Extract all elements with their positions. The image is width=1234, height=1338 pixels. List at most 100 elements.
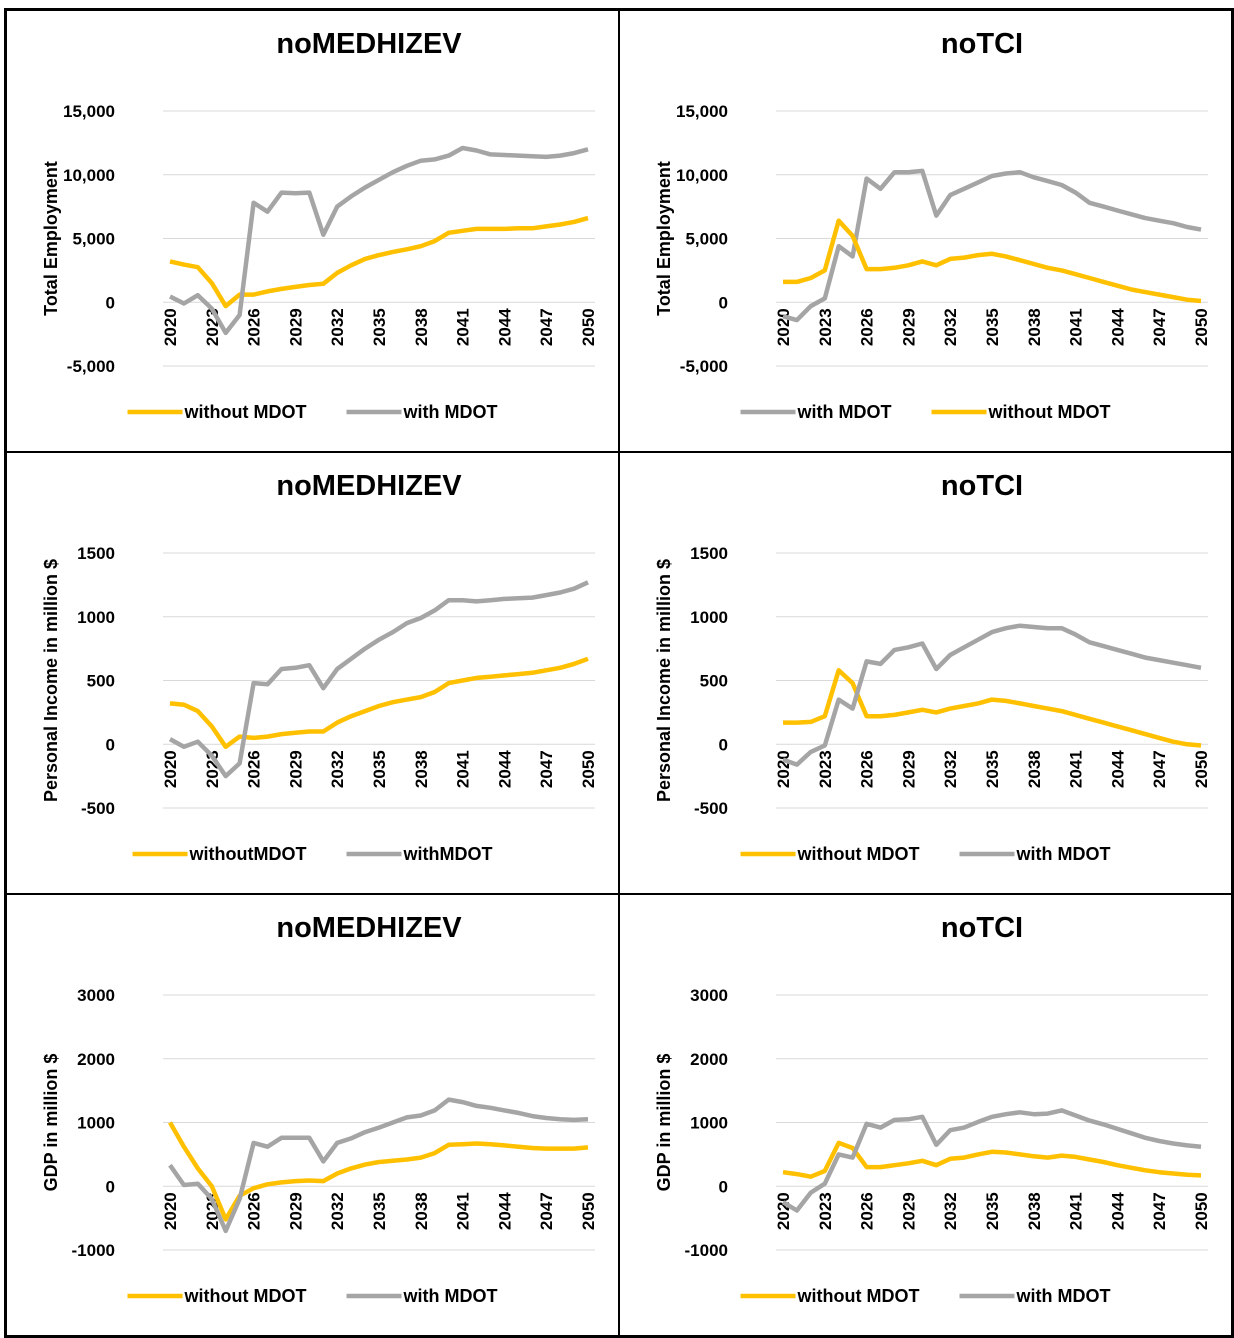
y-tick-label: 0 [106,293,115,312]
x-tick-label: 2047 [537,750,556,788]
x-tick-label: 2032 [328,1192,347,1230]
legend: without MDOT with MDOT [127,402,497,422]
chart: noTCI GDP in million $ -1000 0 1000 2000 3000 2… [654,912,1211,1306]
y-axis-label: Personal Income in million $ [41,559,61,802]
x-tick-label: 2029 [286,308,305,346]
chart: noMEDHIZEV GDP in million $ -1000 0 1000 2000… [41,912,598,1306]
x-tick-label: 2050 [579,308,598,346]
x-tick-label: 2032 [941,1192,960,1230]
x-tick-label: 2047 [1150,750,1169,788]
x-tick-label: 2047 [1150,308,1169,346]
x-tick-label: 2026 [858,750,877,788]
x-tick-label: 2026 [858,308,877,346]
x-tick-label: 2044 [1108,750,1127,788]
x-tick-label: 2050 [1192,1192,1211,1230]
y-tick-label: 500 [700,672,728,691]
series-line [782,1140,1202,1179]
x-tick-label: 2041 [454,308,473,346]
series-line [782,623,1202,767]
x-tick-label: 2047 [537,1192,556,1230]
y-axis-label: GDP in million $ [41,1054,61,1192]
x-tick-label: 2029 [286,1192,305,1230]
x-tick-label: 2041 [454,750,473,788]
y-axis-label: Total Employment [654,161,674,316]
y-tick-label: 0 [719,1177,728,1196]
legend-label: with MDOT [402,402,497,422]
y-tick-label: -1000 [72,1241,115,1260]
series-line [783,218,1202,304]
chart: noTCI Total Employment -5,000 0 5,000 10,000 1… [654,28,1211,422]
y-tick-label: 5,000 [72,230,115,249]
x-tick-label: 2032 [328,308,347,346]
chart-cell: noMEDHIZEV Personal Income in million $ -5… [6,452,619,894]
x-tick-label: 2050 [579,1192,598,1230]
legend: without MDOT with MDOT [127,1286,497,1306]
y-tick-label: -500 [694,799,728,818]
x-tick-label: 2038 [412,750,431,788]
x-tick-label: 2029 [899,308,918,346]
legend-label: with MDOT [1015,1286,1110,1306]
series-line [782,168,1202,323]
y-tick-label: 10,000 [63,166,115,185]
y-tick-label: 1000 [690,1114,728,1133]
series-line [168,580,589,779]
x-tick-label: 2038 [412,308,431,346]
chart-title: noMEDHIZEV [276,470,462,502]
chart-title: noMEDHIZEV [276,912,462,944]
x-tick-label: 2041 [1067,750,1086,788]
series-line [168,1097,589,1234]
x-tick-label: 2038 [412,1192,431,1230]
x-tick-label: 2032 [328,750,347,788]
series-line [781,1108,1202,1213]
x-tick-label: 2026 [858,1192,877,1230]
x-tick-label: 2032 [941,308,960,346]
series-line [783,668,1202,748]
x-tick-label: 2050 [1192,750,1211,788]
x-tick-label: 2044 [1108,1192,1127,1230]
y-tick-label: 0 [719,293,728,312]
x-tick-label: 2035 [370,1192,389,1230]
x-tick-label: 2020 [774,308,793,346]
chart: noMEDHIZEV Total Employment -5,000 0 5,000 10… [41,28,598,422]
x-tick-label: 2044 [495,308,514,346]
x-tick-label: 2044 [1108,308,1127,346]
x-tick-label: 2041 [454,1192,473,1230]
x-tick-label: 2020 [774,1192,793,1230]
y-tick-label: 10,000 [676,166,728,185]
x-tick-label: 2032 [941,750,960,788]
chart-cell: noTCI GDP in million $ -1000 0 1000 2000 3000 2… [619,894,1232,1336]
y-tick-label: 0 [106,735,115,754]
y-axis-label: GDP in million $ [654,1054,674,1192]
y-tick-label: 1000 [690,608,728,627]
x-tick-label: 2050 [579,750,598,788]
y-tick-label: 3000 [690,986,728,1005]
legend-label: without MDOT [184,1286,307,1306]
chart-title: noTCI [941,470,1023,502]
x-tick-label: 2020 [161,750,180,788]
chart-title: noTCI [941,28,1023,60]
chart: noMEDHIZEV Personal Income in million $ -5… [41,470,598,864]
x-tick-label: 2044 [495,1192,514,1230]
y-tick-label: 2000 [690,1050,728,1069]
chart: noTCI Personal Income in million $ -500 0 50… [654,470,1211,864]
x-tick-label: 2023 [816,750,835,788]
x-tick-label: 2035 [983,750,1002,788]
legend-label: without MDOT [988,402,1111,422]
legend-label: with MDOT [797,402,892,422]
legend: without MDOT with MDOT [740,844,1110,864]
legend-label: without MDOT [797,844,920,864]
x-tick-label: 2038 [1025,308,1044,346]
legend-label: without MDOT [797,1286,920,1306]
legend-label: without MDOT [184,402,307,422]
y-tick-label: 1500 [77,544,115,563]
y-tick-label: 1000 [77,608,115,627]
y-tick-label: 5,000 [685,230,728,249]
chart-grid: noMEDHIZEV Total Employment -5,000 0 5,000 10… [4,8,1234,1338]
chart-cell: noTCI Personal Income in million $ -500 0 50… [619,452,1232,894]
legend-label: with MDOT [402,1286,497,1306]
x-tick-label: 2029 [899,1192,918,1230]
x-tick-label: 2035 [983,308,1002,346]
x-tick-label: 2047 [1150,1192,1169,1230]
series-line [169,656,589,750]
